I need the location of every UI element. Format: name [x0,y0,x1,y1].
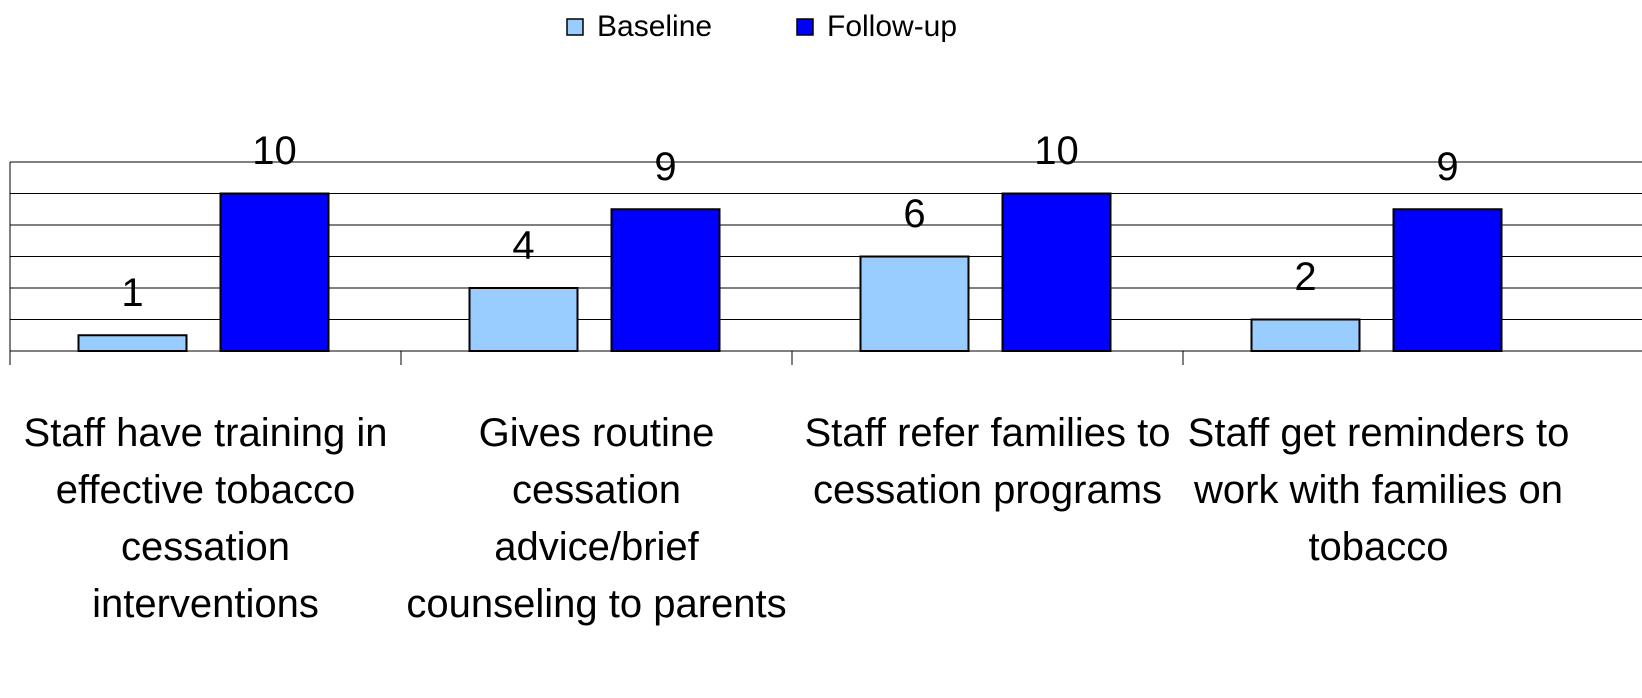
value-label: 9 [1436,145,1458,189]
value-label: 2 [1294,255,1316,299]
value-label: 1 [121,271,143,315]
bar [219,192,330,352]
bar [1250,318,1361,352]
value-label: 9 [654,145,676,189]
value-label: 10 [1034,129,1079,173]
x-tick-label: Gives routine cessation advice/brief cou… [406,411,787,626]
x-tick-label: Staff get reminders to work with familie… [1187,411,1570,569]
value-label: 4 [512,224,534,268]
bar [468,287,579,352]
legend-swatch [566,18,584,36]
x-tick-label: Staff have training in effective tobacco… [23,411,388,626]
bar [1392,208,1503,352]
value-label: 10 [252,129,297,173]
bar [610,208,721,352]
x-tick-label: Staff refer families to cessation progra… [804,411,1171,512]
legend-label: Baseline [597,10,712,43]
legend-label: Follow-up [827,10,957,43]
bar [1001,192,1112,352]
bar [77,334,188,352]
legend-swatch [796,18,814,36]
value-label: 6 [903,192,925,236]
bar [859,255,970,352]
